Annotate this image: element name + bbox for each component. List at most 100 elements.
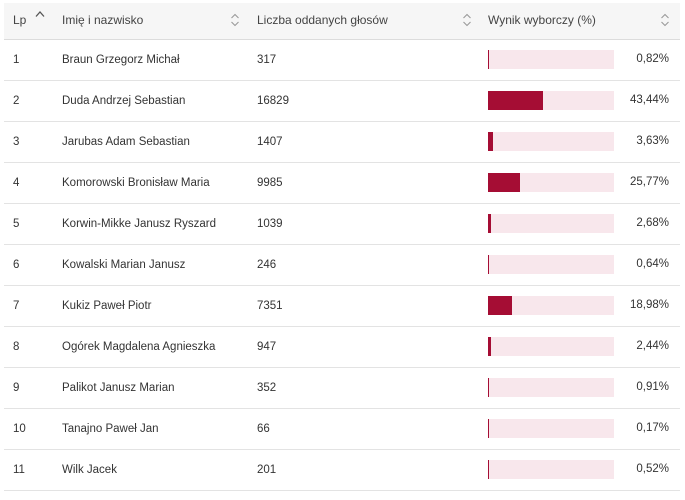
candidate-name: Kowalski Marian Janusz <box>62 258 186 271</box>
vote-count: 7351 <box>257 299 283 312</box>
result-bar-fill <box>488 418 489 438</box>
table-row: 7 Kukiz Paweł Piotr 7351 18,98% <box>4 285 680 327</box>
table-row: 11 Wilk Jacek 201 0,52% <box>4 449 680 491</box>
row-lp-value: 10 <box>13 422 26 435</box>
result-bar-track <box>488 459 614 479</box>
row-votes: 352 <box>257 367 488 409</box>
column-header-name[interactable]: Imię i nazwisko <box>62 3 257 40</box>
candidate-name: Jarubas Adam Sebastian <box>62 135 190 148</box>
result-bar-track <box>488 336 614 356</box>
result-cell: 2,68% <box>488 204 680 244</box>
result-percentage: 2,68% <box>636 216 669 229</box>
candidate-name: Tanajno Paweł Jan <box>62 422 159 435</box>
row-votes: 16829 <box>257 80 488 122</box>
result-bar-track <box>488 254 614 274</box>
column-header-votes-label: Liczba oddanych głosów <box>257 12 388 27</box>
row-lp-value: 9 <box>13 381 20 394</box>
vote-count: 947 <box>257 340 277 353</box>
row-name: Braun Grzegorz Michał <box>62 39 257 81</box>
result-bar-fill <box>488 213 491 233</box>
row-result: 0,91% <box>488 367 680 409</box>
sort-toggle-icon[interactable] <box>660 12 670 28</box>
row-result: 43,44% <box>488 80 680 122</box>
row-result: 2,44% <box>488 326 680 368</box>
row-name: Komorowski Bronisław Maria <box>62 162 257 204</box>
candidate-name: Komorowski Bronisław Maria <box>62 176 210 189</box>
result-bar-track <box>488 172 614 192</box>
sort-toggle-icon[interactable] <box>462 12 472 28</box>
result-percentage: 0,17% <box>636 421 669 434</box>
row-lp: 8 <box>4 326 62 368</box>
row-result: 0,82% <box>488 39 680 81</box>
row-lp-value: 2 <box>13 94 20 107</box>
result-cell: 3,63% <box>488 122 680 162</box>
candidate-name: Palikot Janusz Marian <box>62 381 175 394</box>
result-percentage: 3,63% <box>636 134 669 147</box>
row-votes: 1039 <box>257 203 488 245</box>
candidate-name: Korwin-Mikke Janusz Ryszard <box>62 217 217 230</box>
row-name: Palikot Janusz Marian <box>62 367 257 409</box>
result-cell: 0,91% <box>488 368 680 408</box>
table-row: 9 Palikot Janusz Marian 352 0,91% <box>4 367 680 409</box>
row-votes: 317 <box>257 39 488 81</box>
column-header-votes[interactable]: Liczba oddanych głosów <box>257 3 488 40</box>
row-result: 0,64% <box>488 244 680 286</box>
table-header-row: Lp Imię i nazwisko Liczba oddanych głosó… <box>4 3 680 40</box>
row-votes: 7351 <box>257 285 488 327</box>
column-header-lp[interactable]: Lp <box>4 3 62 40</box>
result-cell: 0,82% <box>488 40 680 80</box>
column-header-result[interactable]: Wynik wyborczy (%) <box>488 3 680 40</box>
row-lp: 5 <box>4 203 62 245</box>
row-lp: 10 <box>4 408 62 450</box>
row-lp-value: 11 <box>13 463 25 476</box>
row-lp: 11 <box>4 449 62 491</box>
result-cell: 25,77% <box>488 163 680 203</box>
sort-toggle-icon[interactable] <box>230 12 240 28</box>
row-name: Wilk Jacek <box>62 449 257 491</box>
result-cell: 0,52% <box>488 450 680 490</box>
result-bar-fill <box>488 336 491 356</box>
results-table: Lp Imię i nazwisko Liczba oddanych głosó… <box>4 3 680 491</box>
candidate-name: Ogórek Magdalena Agnieszka <box>62 340 216 353</box>
vote-count: 201 <box>257 463 277 476</box>
row-lp: 1 <box>4 39 62 81</box>
table-row: 10 Tanajno Paweł Jan 66 0,17% <box>4 408 680 450</box>
result-bar-fill <box>488 131 493 151</box>
row-votes: 246 <box>257 244 488 286</box>
row-lp: 7 <box>4 285 62 327</box>
row-result: 0,52% <box>488 449 680 491</box>
row-result: 18,98% <box>488 285 680 327</box>
row-votes: 201 <box>257 449 488 491</box>
vote-count: 246 <box>257 258 277 271</box>
row-name: Ogórek Magdalena Agnieszka <box>62 326 257 368</box>
row-lp-value: 7 <box>13 299 20 312</box>
result-bar-fill <box>488 49 489 69</box>
row-lp: 2 <box>4 80 62 122</box>
row-lp-value: 3 <box>13 135 20 148</box>
result-cell: 0,64% <box>488 245 680 285</box>
row-name: Kowalski Marian Janusz <box>62 244 257 286</box>
row-lp-value: 5 <box>13 217 20 230</box>
result-percentage: 0,64% <box>636 257 669 270</box>
result-bar-track <box>488 213 614 233</box>
result-bar-track <box>488 418 614 438</box>
result-bar-track <box>488 49 614 69</box>
row-name: Tanajno Paweł Jan <box>62 408 257 450</box>
row-lp-value: 4 <box>13 176 20 189</box>
row-name: Kukiz Paweł Piotr <box>62 285 257 327</box>
row-lp-value: 8 <box>13 340 20 353</box>
results-table-container: Lp Imię i nazwisko Liczba oddanych głosó… <box>4 3 680 491</box>
row-lp: 4 <box>4 162 62 204</box>
row-result: 25,77% <box>488 162 680 204</box>
candidate-name: Duda Andrzej Sebastian <box>62 94 186 107</box>
row-lp: 9 <box>4 367 62 409</box>
row-lp-value: 6 <box>13 258 20 271</box>
row-name: Jarubas Adam Sebastian <box>62 121 257 163</box>
result-cell: 18,98% <box>488 286 680 326</box>
result-cell: 43,44% <box>488 81 680 121</box>
table-row: 5 Korwin-Mikke Janusz Ryszard 1039 2,68% <box>4 203 680 245</box>
table-row: 6 Kowalski Marian Janusz 246 0,64% <box>4 244 680 286</box>
row-name: Duda Andrzej Sebastian <box>62 80 257 122</box>
row-result: 3,63% <box>488 121 680 163</box>
sort-ascending-icon[interactable] <box>35 10 45 26</box>
